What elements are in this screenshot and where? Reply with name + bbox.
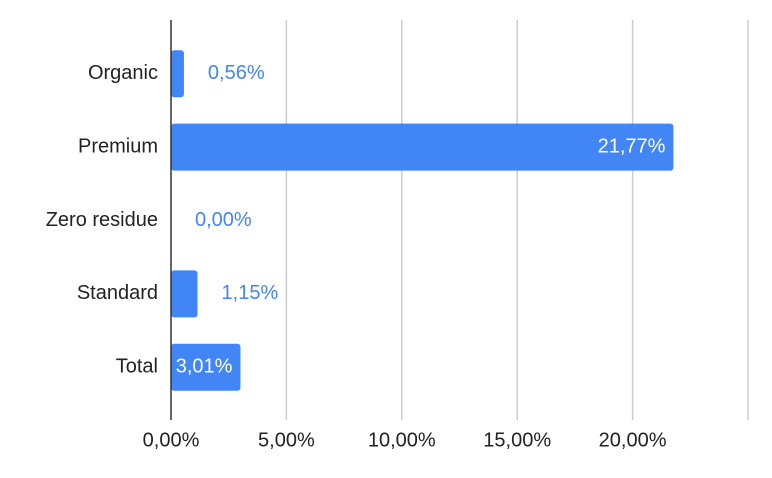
- value-label: 21,77%: [598, 135, 666, 157]
- y-tick-label: Zero residue: [46, 209, 158, 231]
- y-tick-label: Organic: [88, 62, 158, 84]
- bar: [171, 123, 674, 171]
- y-tick-label: Total: [116, 356, 158, 378]
- x-tick-label: 0,00%: [143, 429, 200, 451]
- value-label: 0,00%: [195, 209, 252, 231]
- bar: [171, 270, 198, 318]
- value-label: 0,56%: [208, 62, 265, 84]
- y-tick-label: Premium: [78, 135, 158, 157]
- bar: [171, 50, 184, 98]
- value-label: 3,01%: [176, 356, 233, 378]
- x-tick-label: 15,00%: [483, 429, 551, 451]
- value-label: 1,15%: [222, 282, 279, 304]
- x-tick-label: 5,00%: [258, 429, 315, 451]
- bar: [171, 343, 241, 391]
- x-tick-label: 10,00%: [368, 429, 436, 451]
- y-tick-label: Standard: [77, 282, 158, 304]
- x-tick-label: 20,00%: [599, 429, 667, 451]
